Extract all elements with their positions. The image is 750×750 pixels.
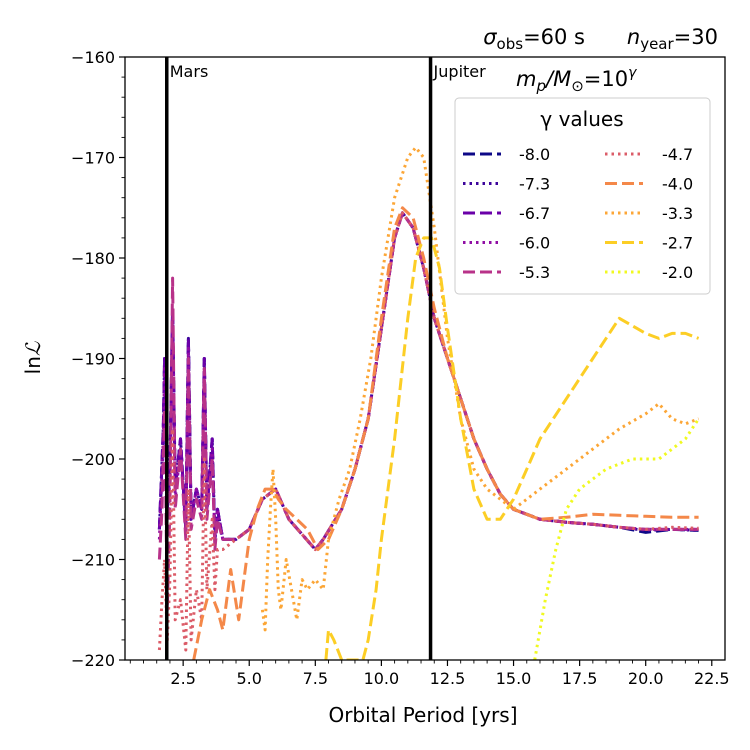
- x-tick-label: 17.5: [562, 669, 598, 688]
- series-line--3_3: [260, 146, 700, 632]
- x-tick-label: 15.0: [496, 669, 532, 688]
- x-tick-label: 12.5: [430, 669, 466, 688]
- y-tick-label: −160: [71, 48, 115, 67]
- x-tick-label: 7.5: [303, 669, 328, 688]
- title-right: nyear=30: [627, 25, 718, 53]
- x-tick-label: 20.0: [628, 669, 664, 688]
- y-axis-label: lnℒ: [21, 341, 45, 374]
- legend-label: -4.0: [662, 175, 693, 194]
- legend-label: -3.3: [662, 204, 693, 223]
- legend-label: -8.0: [519, 145, 550, 164]
- legend-label: -2.7: [662, 234, 693, 253]
- series-line--2_7: [324, 236, 700, 660]
- x-tick-label: 22.5: [694, 669, 730, 688]
- legend-label: -4.7: [662, 145, 693, 164]
- y-tick-label: −190: [71, 350, 115, 369]
- legend-title: γ values: [540, 107, 623, 131]
- x-tick-label: 10.0: [364, 669, 400, 688]
- y-tick-label: −220: [71, 651, 115, 670]
- legend-label: -7.3: [519, 175, 550, 194]
- legend-label: -5.3: [519, 263, 550, 282]
- y-tick-label: −170: [71, 149, 115, 168]
- legend: γ values -8.0 -7.3 -6.7 -6.0 -5.3 -4.7 -4.0 -3.…: [454, 97, 711, 295]
- x-axis-label: Orbital Period [yrs]: [328, 703, 517, 727]
- series-line--2_0: [533, 417, 700, 660]
- legend-label: -2.0: [662, 263, 693, 282]
- vline-label-mars: Mars: [170, 62, 209, 81]
- y-tick-label: −200: [71, 450, 115, 469]
- legend-frame: [454, 97, 711, 295]
- legend-label: -6.7: [519, 204, 550, 223]
- x-tick-label: 2.5: [170, 669, 195, 688]
- title-left: σobs=60 s: [483, 25, 585, 53]
- y-tick-label: −180: [71, 249, 115, 268]
- vline-label-jupiter: Jupiter: [433, 62, 487, 81]
- legend-label: -6.0: [519, 234, 550, 253]
- mass-ratio-annotation: mp/M⊙=10γ: [516, 65, 637, 95]
- x-tick-label: 5.0: [237, 669, 262, 688]
- y-tick-label: −210: [71, 551, 115, 570]
- series-line--4_0: [192, 206, 699, 660]
- series-line--4_7: [157, 211, 699, 652]
